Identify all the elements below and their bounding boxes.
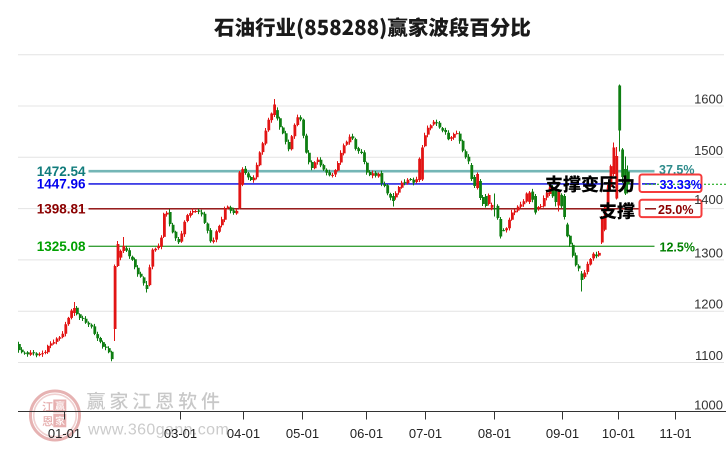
svg-text:1500: 1500 (694, 143, 723, 158)
svg-text:1472.54: 1472.54 (37, 164, 86, 179)
svg-text:1398.81: 1398.81 (37, 202, 86, 217)
svg-text:04-01: 04-01 (227, 426, 260, 441)
svg-text:07-01: 07-01 (409, 426, 442, 441)
svg-text:37.5%: 37.5% (659, 163, 694, 177)
svg-text:09-01: 09-01 (546, 426, 579, 441)
svg-text:11-01: 11-01 (659, 426, 691, 441)
svg-text:01-01: 01-01 (48, 426, 81, 441)
svg-text:www.360gann.com: www.360gann.com (87, 422, 229, 439)
svg-text:06-01: 06-01 (350, 426, 383, 441)
svg-text:03-01: 03-01 (164, 426, 197, 441)
svg-text:08-01: 08-01 (478, 426, 511, 441)
svg-text:33.33%: 33.33% (660, 178, 702, 192)
svg-text:1400: 1400 (694, 192, 723, 207)
svg-text:25.0%: 25.0% (658, 203, 693, 217)
svg-text:1100: 1100 (695, 348, 723, 363)
svg-text:10-01: 10-01 (602, 426, 635, 441)
svg-text:1325.08: 1325.08 (37, 239, 86, 254)
svg-text:1300: 1300 (694, 245, 723, 260)
svg-text:1447.96: 1447.96 (37, 177, 86, 192)
svg-text:05-01: 05-01 (286, 426, 319, 441)
svg-text:1600: 1600 (694, 92, 723, 107)
svg-text:12.5%: 12.5% (660, 240, 695, 254)
svg-text:1000: 1000 (694, 398, 723, 413)
svg-text:1200: 1200 (694, 297, 723, 312)
